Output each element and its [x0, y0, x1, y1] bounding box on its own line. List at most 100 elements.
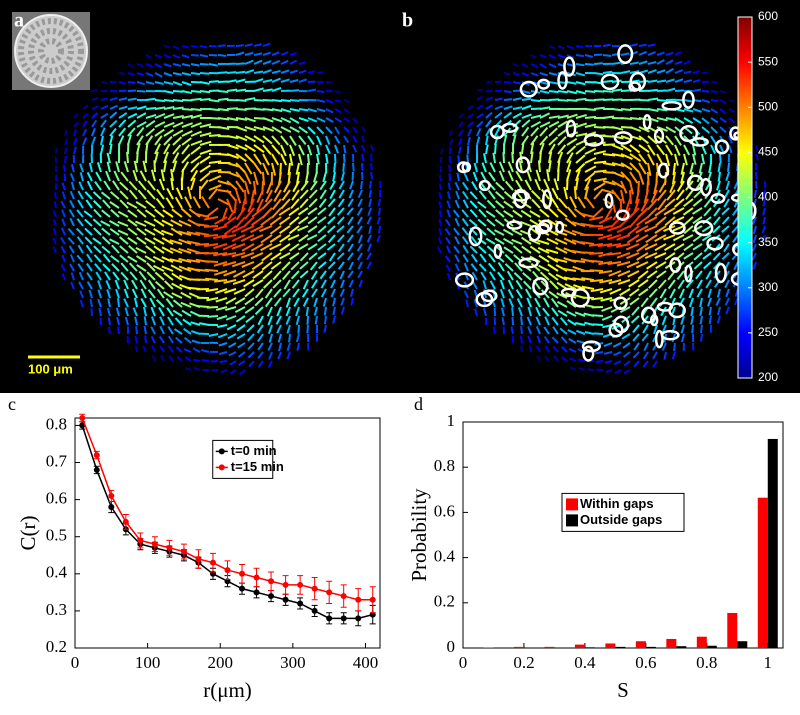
- flow-vector: [262, 126, 275, 132]
- flow-vector: [497, 261, 505, 272]
- y-tick-label: 0: [447, 637, 456, 656]
- flow-vector: [181, 137, 192, 146]
- flow-vector: [674, 51, 682, 56]
- flow-vector: [521, 142, 525, 155]
- flow-vector: [466, 154, 469, 164]
- flow-vector: [73, 146, 77, 155]
- flow-vector: [654, 225, 667, 234]
- flow-vector: [541, 289, 550, 299]
- flow-vector: [208, 184, 222, 191]
- flow-vector: [313, 306, 318, 316]
- flow-vector: [299, 261, 309, 270]
- flow-vector: [190, 72, 201, 76]
- flow-vector: [69, 190, 75, 200]
- flow-vector: [708, 162, 712, 174]
- flow-vector: [724, 297, 730, 306]
- colorbar-tick-label: 200: [758, 370, 778, 384]
- flow-vector: [334, 144, 339, 154]
- flow-vector: [539, 126, 549, 137]
- flow-vector: [93, 254, 102, 263]
- flow-vector: [271, 117, 283, 123]
- flow-vector: [100, 112, 109, 119]
- flow-vector: [280, 198, 291, 210]
- point: [108, 504, 115, 511]
- flow-vector: [163, 135, 173, 146]
- flow-vector: [116, 317, 120, 326]
- flow-vector: [616, 234, 631, 241]
- flow-vector: [96, 162, 102, 173]
- flow-vector: [602, 98, 614, 101]
- flow-vector: [632, 333, 640, 342]
- flow-vector: [632, 351, 640, 359]
- flow-vector: [604, 360, 613, 364]
- flow-vector: [273, 297, 282, 307]
- flow-vector: [755, 153, 759, 161]
- flow-vector: [504, 180, 514, 191]
- flow-vector: [289, 52, 298, 56]
- flow-vector: [319, 189, 327, 200]
- gap-outline: [512, 190, 530, 202]
- flow-vector: [172, 121, 184, 128]
- flow-vector: [511, 307, 514, 317]
- flow-vector: [136, 208, 147, 218]
- x-tick-label: 0.8: [696, 653, 717, 672]
- flow-vector: [291, 189, 300, 201]
- flow-vector: [117, 220, 129, 227]
- flow-vector: [235, 62, 245, 65]
- flow-vector: [268, 351, 273, 360]
- flow-vector: [310, 270, 318, 280]
- flow-vector: [485, 96, 493, 101]
- flow-vector: [551, 187, 559, 200]
- flow-vector: [240, 234, 255, 242]
- flow-vector: [289, 89, 300, 92]
- flow-vector: [271, 153, 280, 166]
- x-tick-label: 0.4: [574, 653, 596, 672]
- flow-vector: [191, 339, 201, 344]
- flow-vector: [271, 69, 281, 74]
- flow-vector: [334, 90, 342, 95]
- flow-vector: [70, 281, 75, 290]
- flow-vector: [456, 172, 460, 182]
- flow-vector: [504, 263, 514, 272]
- flow-vector: [307, 126, 316, 135]
- flow-vector: [52, 210, 57, 218]
- flow-vector: [289, 108, 300, 112]
- flow-vector: [76, 236, 84, 245]
- flow-vector: [136, 227, 147, 236]
- flow-vector: [237, 342, 246, 349]
- flow-vector: [656, 270, 667, 279]
- flow-vector: [154, 151, 159, 164]
- flow-vector: [250, 252, 264, 260]
- flow-vector: [570, 366, 577, 371]
- flow-vector: [699, 306, 703, 316]
- flow-vector: [548, 136, 559, 146]
- flow-vector: [262, 162, 270, 176]
- flow-vector: [647, 69, 657, 74]
- flow-vector: [217, 108, 229, 112]
- flow-vector: [305, 306, 309, 317]
- flow-vector: [645, 234, 658, 244]
- point: [268, 593, 275, 600]
- gap-outline: [613, 296, 628, 310]
- flow-vector: [111, 263, 120, 272]
- flow-vector: [655, 261, 667, 270]
- flow-vector: [145, 72, 154, 77]
- flow-vector: [352, 144, 358, 153]
- flow-vector: [235, 88, 247, 92]
- flow-vector: [154, 106, 166, 110]
- y-tick-label: 0.6: [46, 489, 67, 508]
- flow-vector: [144, 237, 156, 245]
- flow-vector: [262, 108, 274, 112]
- flow-vector: [272, 270, 282, 281]
- flow-vector: [244, 126, 257, 132]
- flow-vector: [178, 238, 192, 245]
- flow-vector: [647, 153, 655, 166]
- flow-vector: [145, 119, 156, 128]
- flow-vector: [347, 270, 354, 279]
- flow-vector: [280, 69, 290, 74]
- flow-vector: [656, 126, 668, 132]
- flow-vector: [271, 198, 282, 211]
- flow-vector: [683, 108, 694, 113]
- flow-vector: [128, 244, 138, 254]
- colorbar-tick-label: 300: [758, 280, 778, 294]
